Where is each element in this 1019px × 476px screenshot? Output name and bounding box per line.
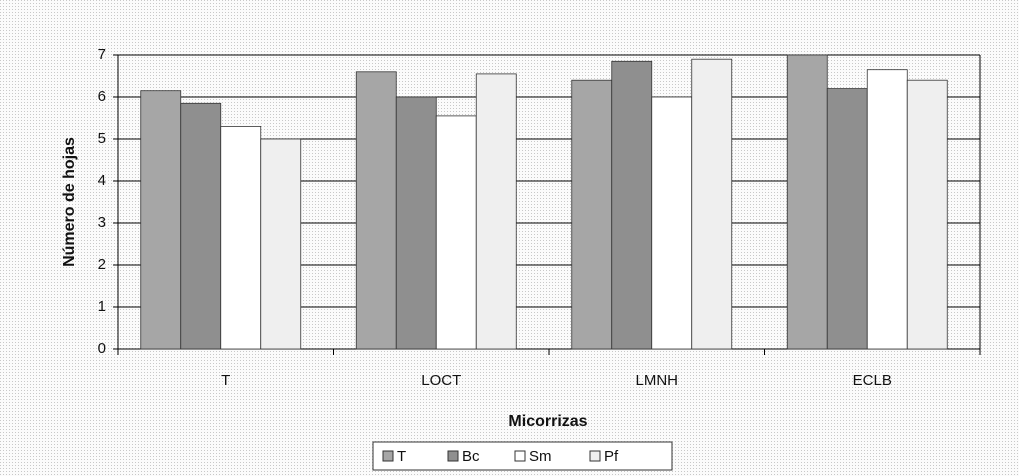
- x-tick-label: ECLB: [853, 372, 892, 389]
- y-tick-label: 1: [98, 298, 106, 315]
- y-tick-label: 5: [98, 130, 106, 147]
- bar: [651, 96, 693, 350]
- bar: [395, 96, 437, 350]
- legend-swatch: [447, 450, 459, 462]
- legend-swatch: [589, 450, 601, 462]
- bar: [355, 71, 397, 350]
- x-axis-title: Micorrizas: [508, 413, 587, 430]
- legend-swatch: [382, 450, 394, 462]
- bar: [140, 90, 182, 350]
- legend-label: Bc: [462, 448, 480, 465]
- bar: [220, 126, 262, 350]
- x-tick-label: T: [221, 372, 230, 389]
- bar: [786, 54, 828, 350]
- y-tick-label: 2: [98, 256, 106, 273]
- x-tick-label: LOCT: [421, 372, 461, 389]
- bar: [475, 73, 517, 350]
- bar: [435, 115, 477, 350]
- bar: [691, 58, 733, 350]
- y-tick-label: 3: [98, 214, 106, 231]
- bar: [826, 88, 868, 350]
- bar: [571, 79, 613, 350]
- y-tick-label: 6: [98, 88, 106, 105]
- bar: [180, 102, 222, 350]
- bar: [260, 138, 302, 350]
- legend-label: Pf: [604, 448, 619, 465]
- y-tick-label: 7: [98, 46, 106, 63]
- legend-label: T: [397, 448, 406, 465]
- x-tick-label: LMNH: [635, 372, 678, 389]
- bar: [906, 79, 948, 350]
- bar: [866, 69, 908, 350]
- y-tick-label: 4: [98, 172, 106, 189]
- legend-label: Sm: [529, 448, 552, 465]
- bar: [611, 60, 653, 350]
- y-tick-label: 0: [98, 340, 106, 357]
- y-axis-title: Número de hojas: [61, 137, 78, 267]
- legend-swatch: [514, 450, 526, 462]
